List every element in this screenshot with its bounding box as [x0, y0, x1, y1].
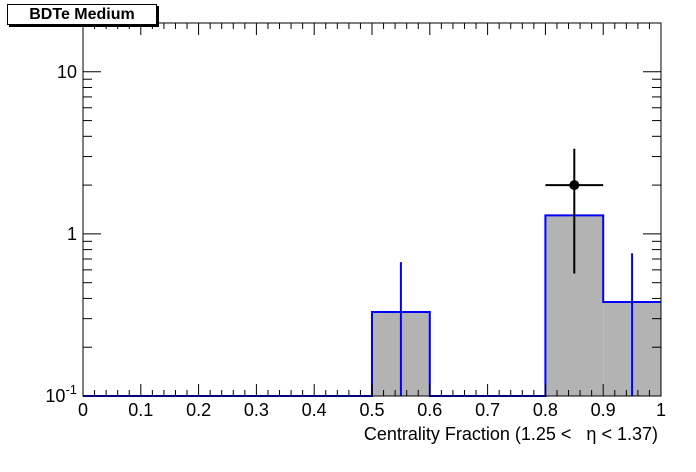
x-tick-label: 0: [78, 400, 88, 420]
x-tick-label: 0.9: [591, 400, 616, 420]
x-tick-label: 0.1: [128, 400, 153, 420]
x-tick-label: 0.7: [475, 400, 500, 420]
chart-title: BDTe Medium: [7, 4, 157, 25]
x-tick-label: 0.5: [359, 400, 384, 420]
y-tick-label: 10-1: [45, 382, 77, 406]
y-tick-label: 1: [67, 224, 77, 244]
y-tick-label: 10: [57, 62, 77, 82]
x-tick-label: 0.3: [244, 400, 269, 420]
x-tick-label: 0.8: [533, 400, 558, 420]
x-tick-label: 0.4: [302, 400, 327, 420]
x-axis-label: Centrality Fraction (1.25 < η < 1.37): [363, 424, 658, 444]
x-tick-label: 1: [656, 400, 666, 420]
x-tick-label: 0.2: [186, 400, 211, 420]
data-point-0: [569, 180, 580, 191]
x-tick-label: 0.6: [417, 400, 442, 420]
